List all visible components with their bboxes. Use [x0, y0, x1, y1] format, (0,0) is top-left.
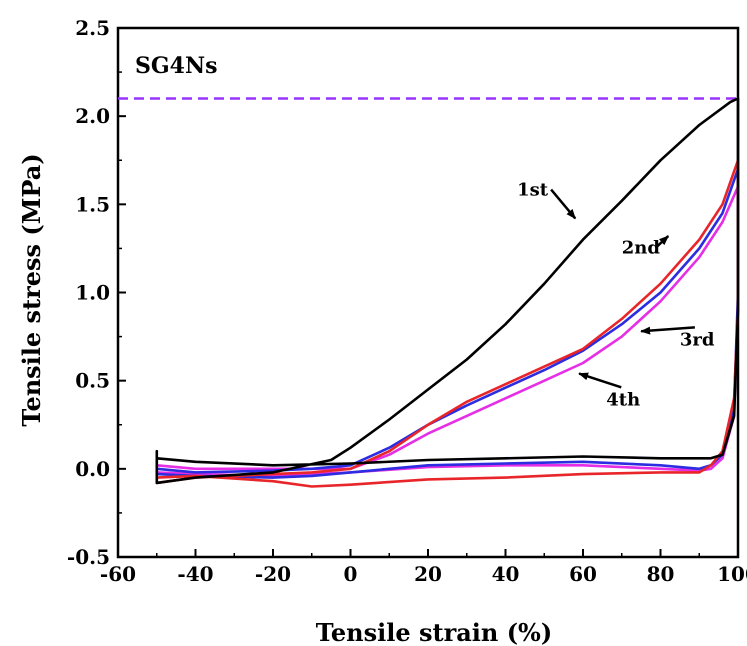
x-tick-label: -40 [177, 562, 213, 586]
annotation-arrow-3rd [640, 326, 695, 335]
x-tick-label: -20 [255, 562, 291, 586]
x-tick-label: -60 [100, 562, 136, 586]
series-line-3rd [155, 167, 740, 479]
y-tick-label: 1.0 [75, 281, 110, 305]
x-tick-label: 40 [492, 562, 520, 586]
x-tick-label: 60 [569, 562, 597, 586]
series-line-4th [155, 185, 740, 478]
annotation-label-1st: 1st [517, 180, 549, 201]
annotation-label-3rd: 3rd [680, 329, 715, 350]
x-axis-title: Tensile strain (%) [316, 618, 552, 646]
ticks-layer: -60 -40 -20 0 20 40 60 80 100 -0.5 0.0 0.5 1.0 1.5 2.0… [67, 16, 747, 586]
series-line-2nd [155, 159, 740, 488]
annotation-label-2nd: 2nd [622, 238, 661, 259]
x-tick-label: 100 [717, 562, 747, 586]
x-tick-label: 20 [414, 562, 442, 586]
y-tick-label: 2.5 [75, 16, 110, 40]
annotation-arrow-2nd [654, 235, 670, 249]
y-tick-label: 0.5 [75, 369, 110, 393]
annotation-arrow-1st [550, 188, 577, 220]
x-tick-label: 0 [344, 562, 358, 586]
y-axis-title: Tensile stress (MPa) [17, 153, 46, 426]
annotation-label-4th: 4th [606, 389, 640, 410]
series-line-1st [155, 97, 740, 485]
annotations-layer: 1st 2nd 3rd 4th [517, 180, 715, 411]
y-tick-label: 0.0 [75, 457, 110, 481]
annotation-arrow-4th [578, 372, 622, 389]
panel-label: SG4Ns [135, 53, 217, 79]
y-tick-label: -0.5 [67, 545, 110, 569]
x-tick-label: 80 [647, 562, 675, 586]
y-tick-label: 1.5 [75, 192, 110, 216]
series-layer [155, 97, 740, 488]
y-tick-label: 2.0 [75, 104, 110, 128]
